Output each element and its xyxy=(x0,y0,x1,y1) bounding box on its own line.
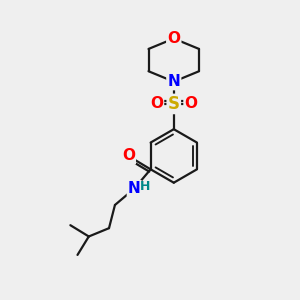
Text: H: H xyxy=(140,180,151,193)
Text: O: O xyxy=(184,96,197,111)
Text: N: N xyxy=(128,181,141,196)
Text: N: N xyxy=(167,74,180,89)
Text: S: S xyxy=(168,95,180,113)
Text: O: O xyxy=(167,31,180,46)
Text: O: O xyxy=(122,148,135,164)
Text: O: O xyxy=(150,96,163,111)
